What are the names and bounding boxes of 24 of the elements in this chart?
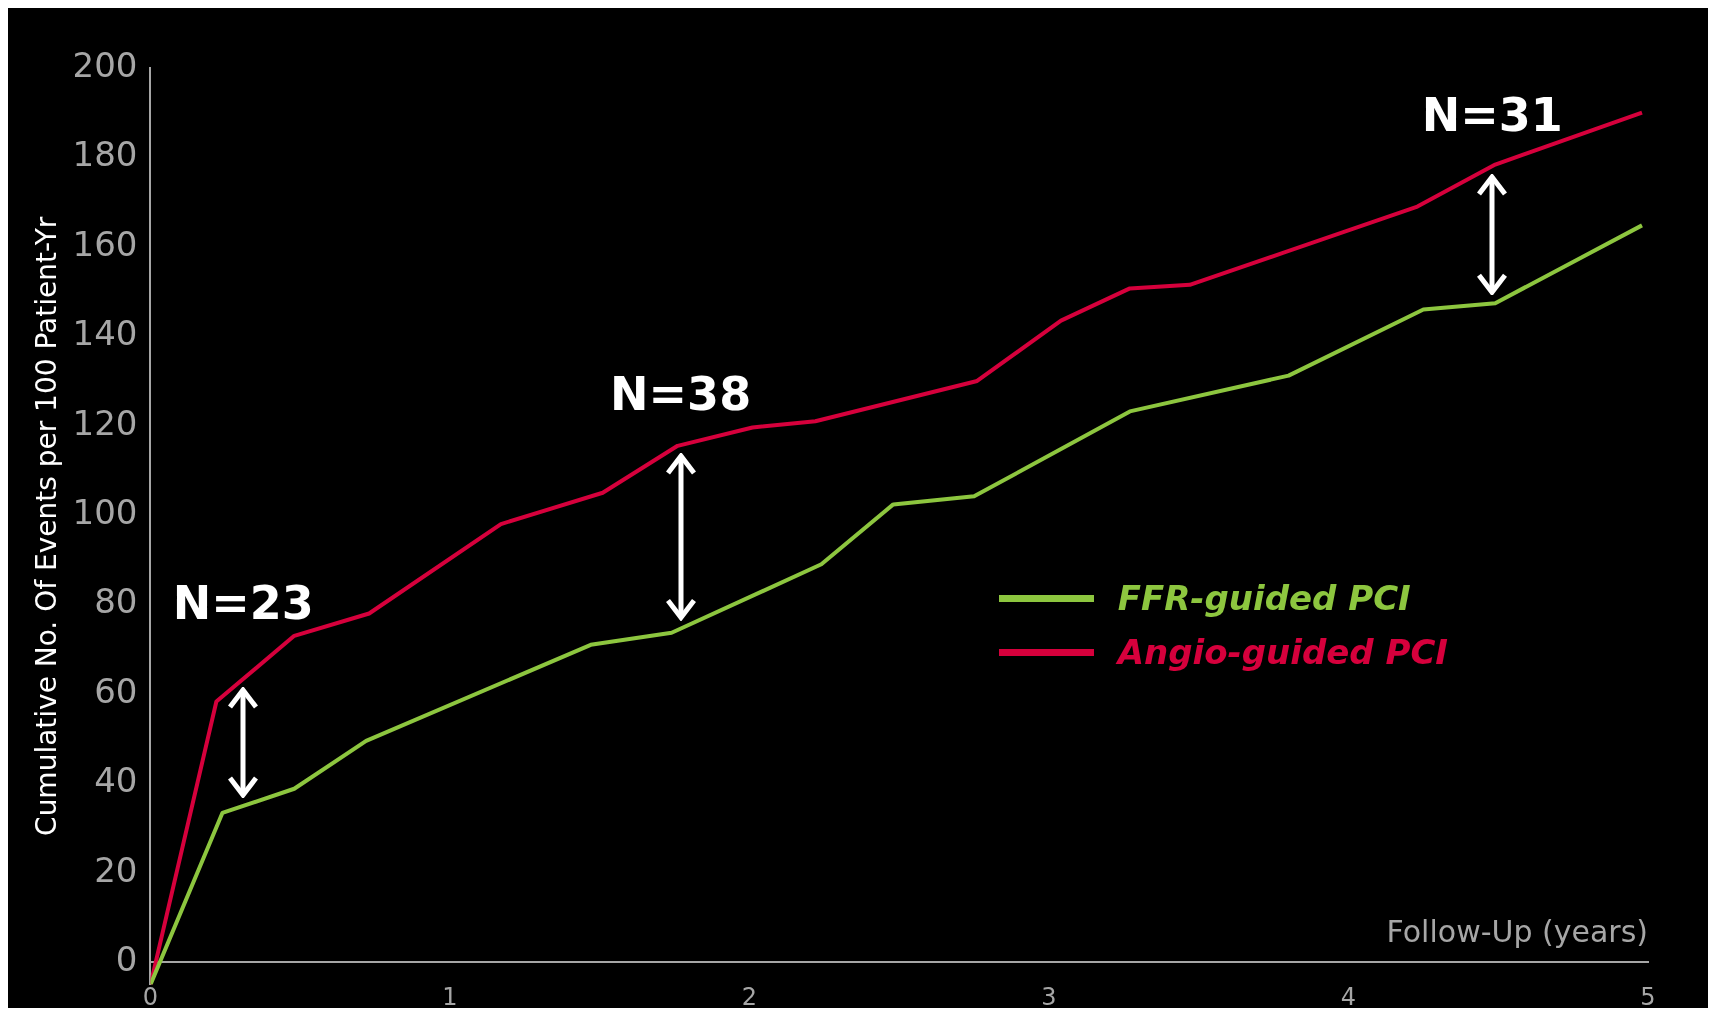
legend-label: FFR-guided PCI [1117,578,1411,618]
x-tick-label: 2 [741,982,758,1011]
y-axis-title: Cumulative No. Of Events per 100 Patient-Yr [30,216,64,836]
y-tick-label: 100 [72,491,138,532]
y-tick-label: 80 [94,581,138,622]
x-tick-label: 3 [1041,982,1057,1011]
annotation: N=38 [610,367,752,422]
x-axis-title: Follow-Up (years) [1386,914,1648,950]
y-tick-label: 20 [94,849,138,890]
annotation: N=23 [172,575,314,630]
y-tick-label: 160 [72,223,138,264]
annotation: N=31 [1421,88,1563,143]
y-tick-label: 180 [72,134,138,175]
y-tick-label: 140 [72,313,138,354]
y-tick-label: 40 [94,760,138,801]
y-tick-label: 0 [115,939,138,980]
y-tick-label: 200 [72,44,138,85]
x-tick-label: 1 [442,982,458,1011]
legend-label: Angio-guided PCI [1117,632,1448,672]
y-tick-label: 120 [72,402,138,443]
x-tick-label: 0 [142,982,159,1011]
x-tick-label: 4 [1340,982,1357,1011]
y-tick-label: 60 [94,670,138,711]
x-tick-label: 5 [1640,982,1656,1011]
